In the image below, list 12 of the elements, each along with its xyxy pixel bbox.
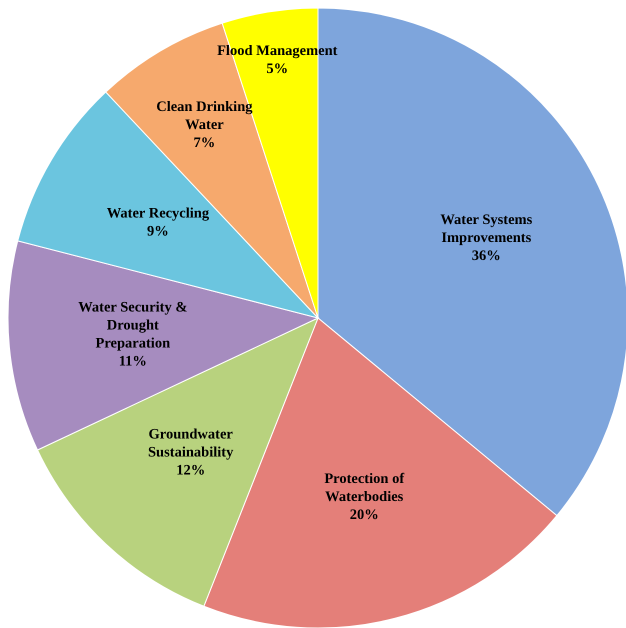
slice-label: Water Recycling — [106, 206, 210, 222]
data-label: 7% — [194, 135, 216, 152]
slice-label: Water Security & Drought Preparation — [78, 300, 188, 352]
data-label: 20% — [350, 507, 379, 524]
data-label: 5% — [266, 61, 288, 78]
data-label: 11% — [118, 354, 147, 370]
data-label: 12% — [176, 462, 206, 479]
data-label: 36% — [472, 248, 501, 264]
slice-label: Groundwater Sustainability — [148, 426, 234, 461]
slice-label: Water Systems Improvements — [440, 212, 533, 246]
slice-label: Protection of Waterbodies — [324, 471, 404, 506]
data-label: 9% — [147, 224, 169, 240]
